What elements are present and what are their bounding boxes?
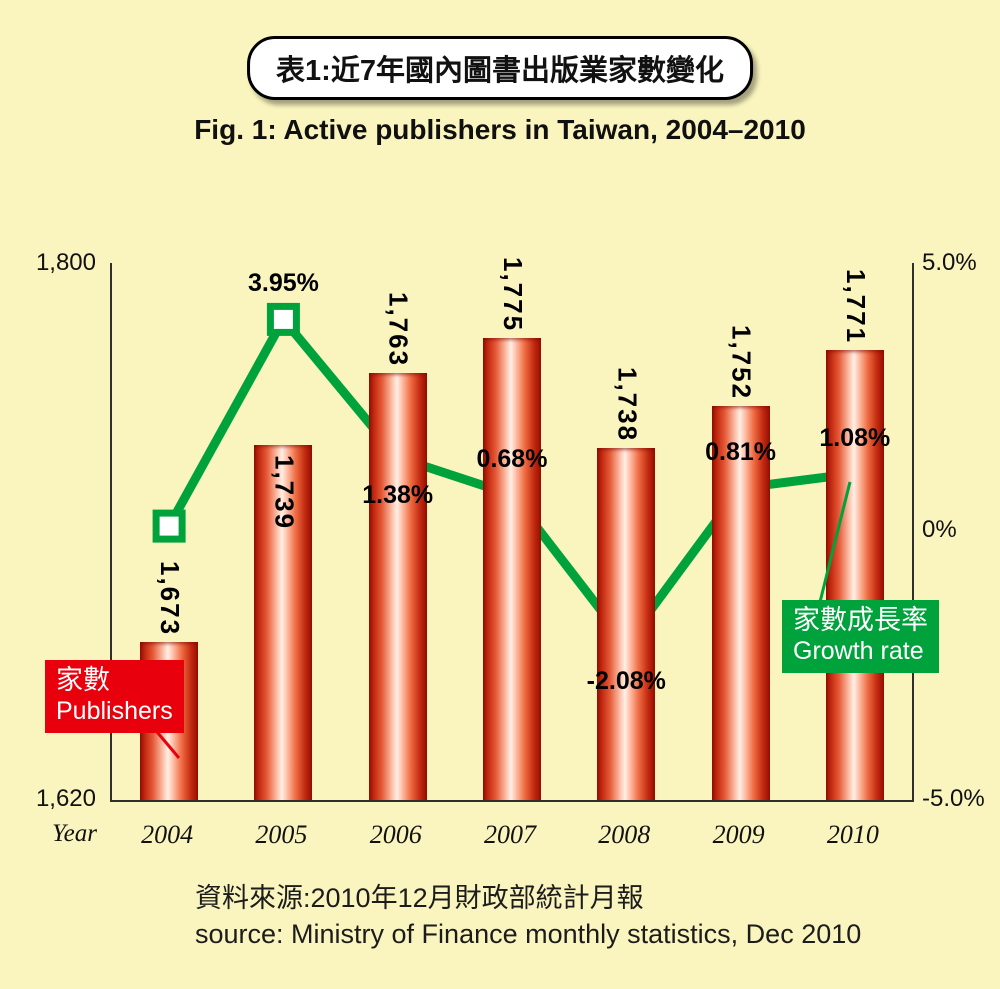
bar-value-label-2005: 1,739 <box>269 455 300 531</box>
x-axis-label-2007: 2007 <box>484 820 536 849</box>
bar-2010 <box>825 350 884 800</box>
bar-value-label-2009: 1,752 <box>726 324 757 400</box>
bar-2007 <box>483 338 541 800</box>
bar-2006 <box>368 373 427 800</box>
growth-value-label-2010: 1.08% <box>819 423 891 452</box>
legend-publishers-zh: 家數 <box>56 665 110 695</box>
legend-growth-en: Growth rate <box>793 636 924 665</box>
left-axis-tick-bottom: 1,620 <box>35 785 96 812</box>
x-axis-label-2008: 2008 <box>598 820 651 849</box>
growth-marker-2005 <box>266 302 300 336</box>
growth-value-label-2009: 0.81% <box>705 438 777 466</box>
figure-title-en: Fig. 1: Active publishers in Taiwan, 200… <box>194 114 806 145</box>
legend-publishers-en: Publishers <box>56 696 173 725</box>
growth-value-label-2005: 3.95% <box>247 269 319 298</box>
legend-growth: 家數成長率 Growth rate <box>782 600 939 674</box>
source-line-zh: 資料來源:2010年12月財政部統計月報 <box>195 883 644 913</box>
bar-value-label-2010: 1,771 <box>840 268 871 344</box>
right-axis-tick-zero: 0% <box>922 516 957 543</box>
plot-area: 1,673 1,739 1,763 1,775 1,738 1,752 1,771 3.95%… <box>110 257 914 802</box>
bar-value-label-2007: 1,775 <box>498 256 528 332</box>
bar-value-label-2008: 1,738 <box>612 366 643 442</box>
left-axis-tick-top: 1,800 <box>35 249 96 276</box>
x-axis-label-2010: 2010 <box>826 820 879 849</box>
legend-growth-zh: 家數成長率 <box>793 605 928 635</box>
x-axis-label-2009: 2009 <box>712 820 765 849</box>
growth-value-label-2006: 1.38% <box>362 481 434 510</box>
right-axis-tick-bottom: -5.0% <box>922 785 985 812</box>
bar-2009 <box>711 406 770 800</box>
bar-value-label-2004: 1,673 <box>155 560 186 636</box>
right-axis-tick-top: 5.0% <box>922 249 977 276</box>
source-line-en: source: Ministry of Finance monthly stat… <box>195 919 862 949</box>
bar-2005 <box>254 445 313 800</box>
x-axis-labels: 2004 2005 2006 2007 2008 2009 2010 <box>0 820 1000 856</box>
figure-title-box: 表1:近7年國內圖書出版業家數變化 <box>247 36 753 100</box>
legend-publishers: 家數 Publishers <box>45 660 184 734</box>
growth-value-label-2007: 0.68% <box>476 444 548 473</box>
bar-2008 <box>597 448 656 800</box>
growth-marker-2004 <box>152 509 186 543</box>
x-axis-title: Year <box>52 820 97 847</box>
x-axis-label-2005: 2005 <box>255 820 308 849</box>
bar-value-label-2006: 1,763 <box>383 291 414 367</box>
x-axis-label-2004: 2004 <box>141 820 194 849</box>
figure-title-zh: 表1:近7年國內圖書出版業家數變化 <box>276 55 724 87</box>
growth-value-label-2008: -2.08% <box>586 667 666 696</box>
x-axis-label-2006: 2006 <box>369 820 422 849</box>
